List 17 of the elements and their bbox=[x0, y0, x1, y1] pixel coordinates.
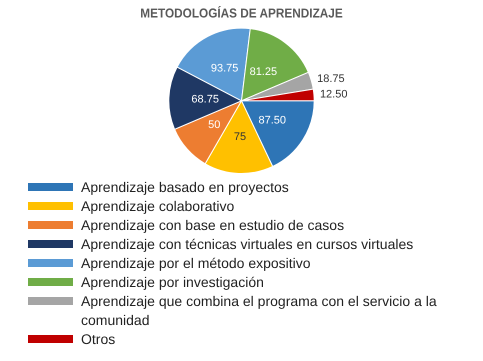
data-label: 81.25 bbox=[250, 66, 278, 78]
legend-label: Aprendizaje que combina el programa con el servicio a la comunidad bbox=[81, 292, 438, 330]
legend-label: Otros bbox=[81, 330, 116, 349]
legend-label: Aprendizaje por el método expositivo bbox=[81, 254, 311, 273]
data-label: 68.75 bbox=[191, 93, 219, 106]
data-label: 87.50 bbox=[258, 114, 286, 126]
data-label: 12.50 bbox=[320, 88, 348, 100]
legend-label: Aprendizaje por investigación bbox=[81, 273, 264, 292]
legend-label: Aprendizaje colaborativo bbox=[81, 197, 234, 216]
legend-label: Aprendizaje con base en estudio de casos bbox=[81, 216, 344, 235]
legend-label: Aprendizaje basado en proyectos bbox=[81, 178, 289, 197]
legend-label: Aprendizaje con técnicas virtuales en cursos virtuales bbox=[81, 235, 414, 254]
data-label: 93.75 bbox=[210, 62, 238, 75]
data-label: 75 bbox=[234, 131, 246, 144]
data-label: 50 bbox=[208, 118, 220, 131]
chart-title: METODOLOGÍAS DE APRENDIZAJE bbox=[140, 6, 343, 21]
data-label: 18.75 bbox=[317, 72, 345, 85]
